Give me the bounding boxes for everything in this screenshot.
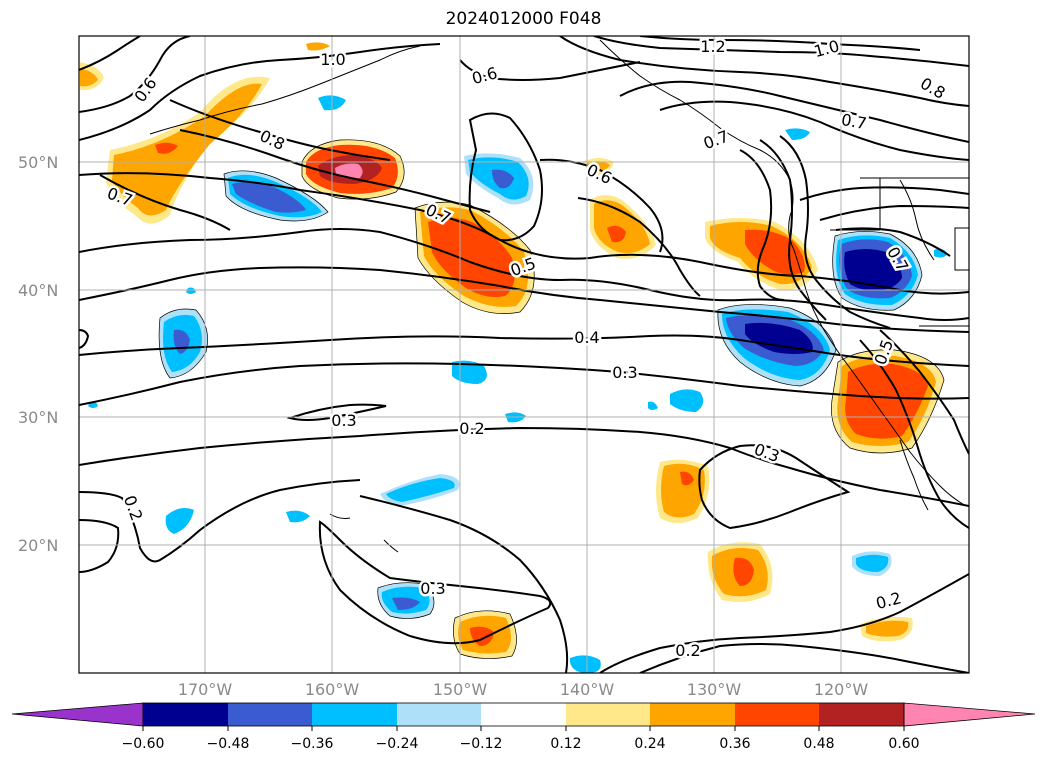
contour-label: 0.3 bbox=[331, 411, 356, 430]
contour-lines bbox=[79, 36, 969, 673]
colorbar-segment bbox=[819, 703, 904, 726]
colorbar-segment bbox=[143, 703, 228, 726]
colorbar-segment bbox=[903, 702, 1036, 727]
positive-anomaly-fills bbox=[80, 42, 944, 659]
colorbar-segment bbox=[11, 702, 144, 727]
coastlines bbox=[149, 39, 969, 553]
contour-label: 0.2 bbox=[459, 419, 484, 438]
lon-label: 140°W bbox=[559, 680, 615, 699]
colorbar bbox=[11, 702, 1036, 731]
map-title: 2024012000 F048 bbox=[445, 9, 602, 29]
lat-label: 40°N bbox=[18, 281, 59, 300]
gridlines bbox=[79, 36, 969, 673]
lon-label: 130°W bbox=[686, 680, 742, 699]
lon-label: 170°W bbox=[177, 680, 233, 699]
colorbar-tick-label: −0.12 bbox=[459, 736, 503, 752]
colorbar-tick-label: −0.36 bbox=[290, 736, 334, 752]
contour-label: 0.4 bbox=[574, 328, 599, 347]
colorbar-ticks bbox=[142, 726, 905, 731]
contour-label: 1.2 bbox=[700, 37, 725, 56]
colorbar-tick-label: −0.24 bbox=[375, 736, 419, 752]
colorbar-segment bbox=[735, 703, 819, 726]
lon-label: 150°W bbox=[432, 680, 488, 699]
colorbar-segment bbox=[228, 703, 312, 726]
lat-label: 30°N bbox=[18, 408, 59, 427]
contour-label: 1.0 bbox=[320, 50, 345, 69]
contour-label: 0.2 bbox=[675, 641, 700, 660]
contour-label: 0.3 bbox=[612, 363, 637, 382]
colorbar-segment bbox=[481, 703, 566, 726]
colorbar-tick-label: −0.48 bbox=[206, 736, 250, 752]
colorbar-segment bbox=[650, 703, 735, 726]
contour-label: 0.3 bbox=[420, 579, 445, 598]
colorbar-tick-label: 0.36 bbox=[719, 736, 751, 752]
colorbar-segment bbox=[566, 703, 650, 726]
colorbar-tick-label: −0.60 bbox=[121, 736, 165, 752]
colorbar-frame bbox=[142, 702, 905, 727]
colorbar-tick-label: 0.12 bbox=[550, 736, 582, 752]
colorbar-tick-label: 0.24 bbox=[634, 736, 666, 752]
lat-label: 20°N bbox=[18, 536, 59, 555]
colorbar-tick-label: 0.60 bbox=[888, 736, 920, 752]
fill-outlines bbox=[158, 139, 945, 659]
lon-label: 160°W bbox=[304, 680, 360, 699]
lon-label: 120°W bbox=[813, 680, 869, 699]
colorbar-segment bbox=[312, 703, 397, 726]
lat-label: 50°N bbox=[18, 153, 59, 172]
colorbar-segment bbox=[397, 703, 481, 726]
plot-frame bbox=[78, 35, 970, 674]
plot-area: 0.6 1.0 0.6 1.2 1.0 0.8 0.8 0.7 0.7 0.7 … bbox=[79, 36, 969, 673]
colorbar-tick-label: 0.48 bbox=[803, 736, 835, 752]
